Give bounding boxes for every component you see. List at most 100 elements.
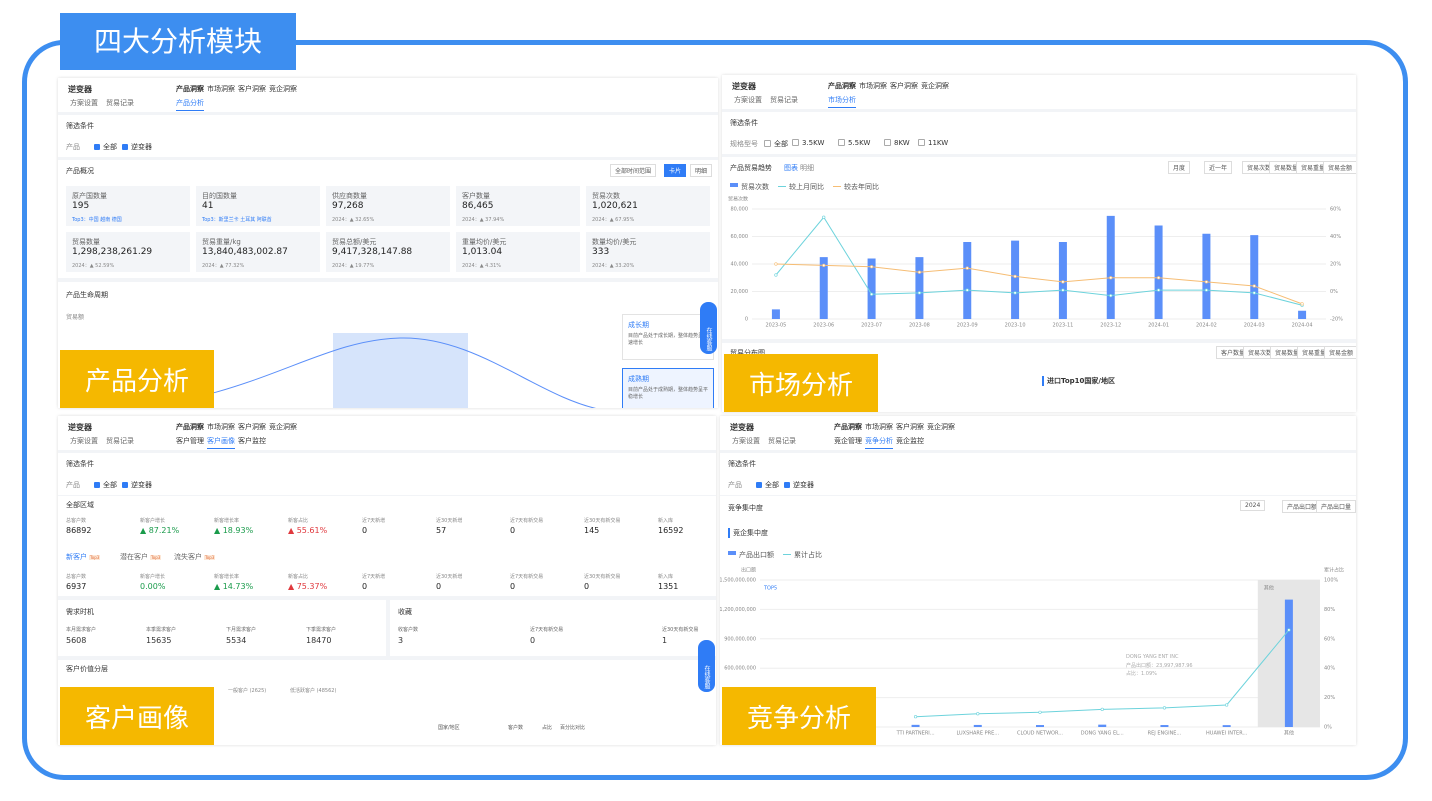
chat-button[interactable]: 在线客服 <box>700 302 717 354</box>
metric-card <box>66 186 190 226</box>
option[interactable]: 8KW <box>884 139 910 147</box>
view-tab[interactable]: 图表 <box>784 164 798 172</box>
button[interactable]: 贸易金额 <box>1324 346 1356 359</box>
link[interactable]: 贸易记录 <box>768 437 796 445</box>
link[interactable]: 贸易记录 <box>106 437 134 445</box>
option[interactable]: 全部 <box>764 139 788 149</box>
option[interactable]: 全部 <box>94 142 117 152</box>
metric-value: 1,013.04 <box>462 247 503 257</box>
sub-tab[interactable]: 产品分析 <box>176 98 204 111</box>
chat-button[interactable]: 在线客服 <box>698 640 715 692</box>
selector[interactable]: 逆变器 <box>732 82 756 91</box>
link[interactable]: 贸易记录 <box>770 96 798 104</box>
nav-tab[interactable]: 产品洞察 <box>828 82 856 90</box>
legend-item[interactable]: 贸易次数 <box>730 182 769 192</box>
button[interactable]: 明细 <box>690 164 713 177</box>
selector[interactable]: 逆变器 <box>730 423 754 432</box>
button[interactable]: 近一年 <box>1204 161 1233 174</box>
nav-tab[interactable]: 竞企洞察 <box>921 82 949 90</box>
metric-card <box>586 232 710 272</box>
option[interactable]: 逆变器 <box>122 480 152 490</box>
nav-tab[interactable]: 产品洞察 <box>176 85 204 93</box>
option[interactable]: 逆变器 <box>784 480 814 490</box>
legend-item[interactable]: 低活跃客户 (48562) <box>290 688 337 694</box>
section-label: 客户画像 <box>60 687 214 745</box>
link[interactable]: 方案设置 <box>70 99 98 107</box>
nav-tab[interactable]: 客户洞察 <box>238 85 266 93</box>
checkbox[interactable] <box>764 140 771 147</box>
checkbox[interactable] <box>838 139 845 146</box>
legend-item[interactable]: 较上月同比 <box>778 182 824 192</box>
group-tab[interactable]: 新客户 Top3 <box>66 553 101 561</box>
sub-tab[interactable]: 客户管理 <box>176 437 204 445</box>
sub-tab[interactable]: 客户画像 <box>207 436 235 449</box>
button[interactable]: 贸易金额 <box>1323 161 1356 174</box>
tooltip-line: 产品出口额：23,997,987.96 <box>1126 663 1193 669</box>
nav-tab[interactable]: 客户洞察 <box>896 423 924 431</box>
section-label: 竞争分析 <box>722 687 876 745</box>
y2-tick-label: 80% <box>1324 607 1335 613</box>
link[interactable]: 方案设置 <box>734 96 762 104</box>
checkbox[interactable] <box>784 482 790 488</box>
checkbox[interactable] <box>94 144 100 150</box>
nav-tab[interactable]: 竞企洞察 <box>269 85 297 93</box>
option[interactable]: 全部 <box>756 480 779 490</box>
selector[interactable]: 逆变器 <box>68 85 92 94</box>
nav-tab[interactable]: 客户洞察 <box>238 423 266 431</box>
view-tab[interactable]: 明细 <box>800 164 814 172</box>
group-tab[interactable]: 潜在客户 Top3 <box>120 553 162 561</box>
option[interactable]: 11KW <box>918 139 948 147</box>
checkbox[interactable] <box>756 482 762 488</box>
metric-name: 收客户数 <box>398 627 419 633</box>
link[interactable]: 方案设置 <box>70 437 98 445</box>
nav-tab[interactable]: 产品洞察 <box>834 423 862 431</box>
legend-item[interactable]: 累计占比 <box>783 550 822 560</box>
nav-tab[interactable]: 产品洞察 <box>176 423 204 431</box>
y2-tick-label: 100% <box>1324 578 1339 584</box>
badge: Top3 <box>89 555 101 560</box>
metric-note: 2024：▲ 37.94% <box>462 217 505 223</box>
sub-tab[interactable]: 市场分析 <box>828 95 856 108</box>
metric-value: 1,298,238,261.29 <box>72 247 153 257</box>
y2-tick-label: 40% <box>1330 234 1341 240</box>
button[interactable]: 2024 <box>1240 500 1266 511</box>
checkbox[interactable] <box>94 482 100 488</box>
option[interactable]: 5.5KW <box>838 139 870 147</box>
checkbox[interactable] <box>884 139 891 146</box>
legend-item[interactable]: 较去年同比 <box>833 182 879 192</box>
button[interactable]: 全部时间范围 <box>610 164 657 177</box>
option[interactable]: 全部 <box>94 480 117 490</box>
sub-tab[interactable]: 客户监控 <box>238 437 266 445</box>
button[interactable]: 月度 <box>1168 161 1191 174</box>
group-tab[interactable]: 流失客户 Top3 <box>174 553 216 561</box>
metric-name: 下季需求客户 <box>306 627 337 633</box>
sub-tab[interactable]: 竞企监控 <box>896 437 924 445</box>
checkbox[interactable] <box>122 482 128 488</box>
nav-tab[interactable]: 竞企洞察 <box>927 423 955 431</box>
checkbox[interactable] <box>122 144 128 150</box>
nav-tab[interactable]: 市场洞察 <box>859 82 887 90</box>
button[interactable]: 贸易次数 <box>1242 161 1277 174</box>
nav-tab[interactable]: 客户洞察 <box>890 82 918 90</box>
nav-tab[interactable]: 市场洞察 <box>865 423 893 431</box>
legend-item[interactable]: 一般客户 (2625) <box>228 688 267 694</box>
button[interactable]: 产品出口量 <box>1316 500 1356 513</box>
option[interactable]: 3.5KW <box>792 139 824 147</box>
link[interactable]: 贸易记录 <box>106 99 134 107</box>
sub-tab[interactable]: 竞企管理 <box>834 437 862 445</box>
lifecycle-chart <box>132 333 597 408</box>
link[interactable]: 方案设置 <box>732 437 760 445</box>
selector[interactable]: 逆变器 <box>68 423 92 432</box>
button[interactable]: 卡片 <box>664 164 687 177</box>
checkbox[interactable] <box>792 139 799 146</box>
checkbox[interactable] <box>918 139 925 146</box>
header <box>720 416 1356 450</box>
nav-tab[interactable]: 市场洞察 <box>207 85 235 93</box>
option[interactable]: 逆变器 <box>122 142 152 152</box>
button[interactable]: 贸易重量 <box>1297 346 1332 359</box>
nav-tab[interactable]: 竞企洞察 <box>269 423 297 431</box>
sub-tab[interactable]: 竞争分析 <box>865 436 893 449</box>
legend-item[interactable]: 产品出口额 <box>728 550 774 560</box>
button[interactable]: 贸易重量 <box>1296 161 1331 174</box>
nav-tab[interactable]: 市场洞察 <box>207 423 235 431</box>
